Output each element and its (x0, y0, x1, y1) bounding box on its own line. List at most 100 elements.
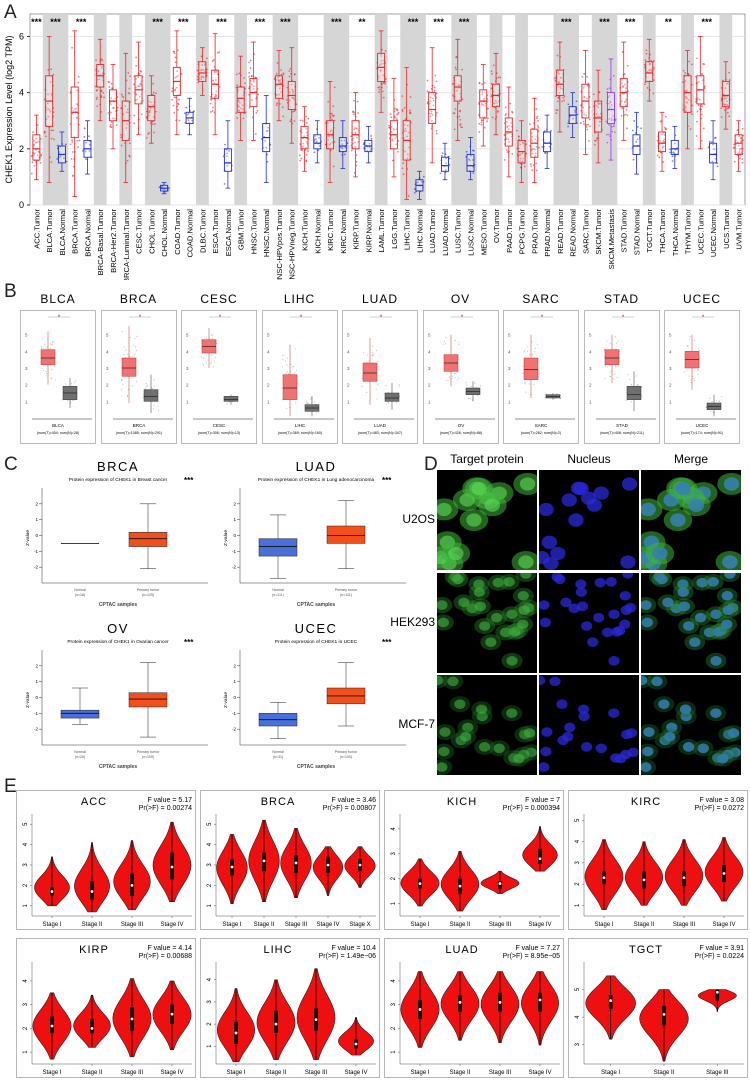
svg-text:4: 4 (25, 349, 28, 354)
svg-text:4: 4 (23, 842, 29, 846)
tick-label-STAD.Tumor: STAD.Tumor (620, 209, 629, 253)
box-LUAD.Normal (439, 142, 451, 181)
box-OV.Tumor (490, 52, 502, 136)
svg-text:0: 0 (35, 695, 38, 700)
tick-label-COAD.Normal: COAD.Normal (186, 209, 195, 258)
svg-text:3: 3 (589, 366, 592, 371)
violin-Stage I (216, 988, 256, 1063)
svg-text:Z-value: Z-value (25, 692, 31, 708)
group-shade (195, 14, 209, 205)
svg-text:F value = 7.27: F value = 7.27 (515, 945, 560, 952)
panel-label-b: B (4, 281, 17, 302)
svg-text:Stage IV: Stage IV (316, 922, 339, 928)
svg-text:5: 5 (207, 822, 213, 826)
violin-Stage IV (152, 821, 192, 903)
boxplot-title: BRCA (119, 292, 158, 306)
svg-text:-1: -1 (232, 549, 236, 554)
svg-text:CPTAC samples: CPTAC samples (297, 602, 335, 608)
panel-label-d: D (424, 454, 438, 475)
tick-label-ESCA.Tumor: ESCA.Tumor (211, 209, 220, 254)
box-ACC.Tumor (30, 114, 42, 181)
svg-text:0: 0 (35, 533, 38, 538)
svg-text:Stage IV: Stage IV (712, 922, 735, 928)
svg-text:1: 1 (186, 399, 189, 404)
svg-text:(num(T)=369; num(N)=160): (num(T)=369; num(N)=160) (277, 431, 321, 435)
significance-label: *** (408, 17, 419, 27)
svg-text:Normal: Normal (74, 588, 86, 592)
boxplot-OV: 1 2 3 4 5 * OV (num(T)=426; num(N)=88) (422, 310, 499, 444)
svg-text:1: 1 (347, 399, 350, 404)
svg-text:Stage IV: Stage IV (160, 1070, 183, 1076)
svg-text:1: 1 (508, 399, 511, 404)
svg-text:***: *** (382, 638, 392, 647)
violin-Stage I (400, 858, 440, 907)
svg-text:*: * (702, 315, 705, 321)
significance-label: *** (178, 17, 189, 27)
svg-text:(n=100): (n=100) (142, 755, 155, 759)
tick-label-TGCT.Tumor: TGCT.Tumor (645, 209, 654, 253)
svg-text:Stage III: Stage III (706, 1070, 729, 1076)
svg-text:KIRC: KIRC (631, 796, 661, 808)
svg-text:5: 5 (186, 333, 189, 338)
violin-Stage IV (152, 980, 192, 1051)
svg-text:Stage III: Stage III (285, 922, 308, 928)
svg-text:2: 2 (575, 882, 581, 886)
svg-text:Z-value: Z-value (25, 530, 31, 546)
tick-label-CESC.Tumor: CESC.Tumor (135, 209, 144, 254)
svg-text:Stage III: Stage III (673, 922, 696, 928)
box-BRCA.Tumor (69, 30, 81, 197)
svg-text:2: 2 (25, 383, 28, 388)
tick-label-LAML.Tumor: LAML.Tumor (377, 209, 386, 253)
svg-text:OV: OV (457, 423, 464, 428)
svg-text:SARC: SARC (535, 423, 548, 428)
group-shade (323, 14, 350, 205)
svg-text:Primary tumor: Primary tumor (137, 588, 160, 592)
svg-text:4: 4 (267, 349, 270, 354)
violin-Stage IV (312, 846, 344, 896)
svg-text:3: 3 (575, 1042, 581, 1046)
svg-text:Pr(>F) = 0.00807: Pr(>F) = 0.00807 (323, 805, 376, 812)
svg-text:(num(T)=483; num(N)=347): (num(T)=483; num(N)=347) (358, 431, 402, 435)
svg-text:Z-value: Z-value (223, 530, 229, 546)
significance-label: *** (599, 17, 610, 27)
box-MESO.Tumor (477, 64, 489, 147)
svg-text:(num(T)=426; num(N)=88): (num(T)=426; num(N)=88) (439, 431, 481, 435)
svg-text:5: 5 (428, 333, 431, 338)
violin-Stage III (480, 971, 520, 1043)
box-DLBC.Tumor (196, 47, 208, 96)
svg-text:(n=18): (n=18) (75, 593, 86, 597)
tick-label-KICH.Tumor: KICH.Tumor (301, 209, 310, 251)
svg-text:Normal: Normal (272, 750, 284, 754)
violin-plot-KICH: KICH F value = 7Pr(>F) = 0.000394 1 2 3 4 Stag… (384, 790, 564, 930)
svg-text:5: 5 (23, 822, 29, 826)
tick-label-KIRC.Normal: KIRC.Normal (339, 209, 348, 254)
violin-Stage I (400, 971, 440, 1048)
svg-text:1: 1 (267, 399, 270, 404)
svg-text:UCEC: UCEC (696, 423, 710, 428)
tick-label-READ.Tumor: READ.Tumor (556, 209, 565, 254)
box-BRCA-Luminal.Tumor (120, 52, 132, 183)
violin-Stage I (32, 992, 72, 1060)
svg-text:2: 2 (669, 383, 672, 388)
svg-text:5: 5 (508, 333, 511, 338)
svg-text:F value = 5.17: F value = 5.17 (147, 797, 192, 804)
box-THCA.Normal (669, 125, 679, 169)
panel-d-immunofluorescence: Target protein Nucleus Merge U2OS HEK293 MCF-… (378, 452, 750, 777)
svg-text:Stage II: Stage II (634, 922, 655, 928)
box-KIRC.Normal (338, 120, 349, 169)
panel-a-expression-chart: *** ACC.Tumor *** BLCA.Tumor BLCA.Normal *** B… (4, 13, 746, 280)
boxplot-STAD: 1 2 3 4 5 * STAD (num(T)=408; num(N)=211) (583, 310, 660, 444)
tick-label-BRCA.Tumor: BRCA.Tumor (71, 209, 80, 254)
row-label-2: MCF-7 (398, 717, 435, 731)
boxplot-title: SARC (522, 292, 560, 306)
box-PAAD.Tumor (503, 86, 514, 178)
y-axis-label: CHEK1 Expression Level (log2 TPM) (4, 36, 14, 184)
box-CESC.Tumor (132, 41, 144, 136)
svg-text:2: 2 (508, 383, 511, 388)
tick-label-LGG.Tumor: LGG.Tumor (390, 209, 399, 249)
violin-Stage IV (522, 826, 558, 872)
svg-text:(num(T)=408; num(N)=211): (num(T)=408; num(N)=211) (600, 431, 644, 435)
